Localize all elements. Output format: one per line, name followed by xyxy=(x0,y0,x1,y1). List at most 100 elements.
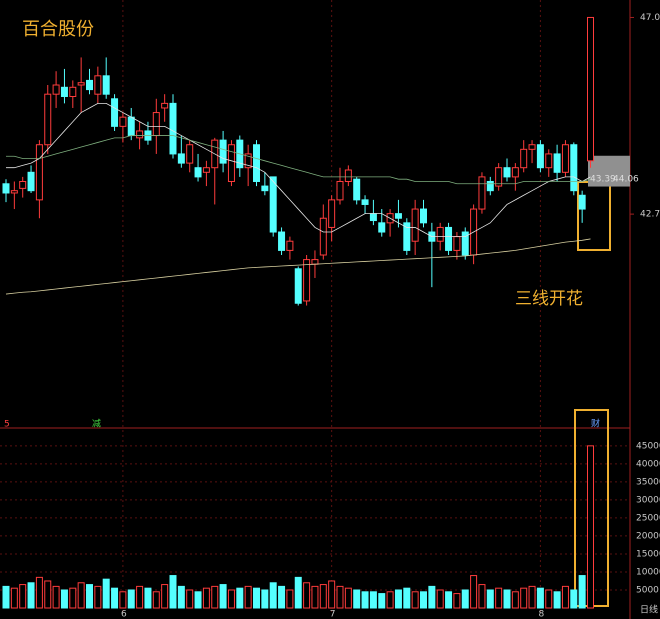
x-tick-label: 7 xyxy=(330,610,336,619)
candle-body xyxy=(394,213,402,219)
candle-body xyxy=(186,144,194,164)
candle-body xyxy=(219,139,227,164)
candle-body xyxy=(261,185,269,192)
candle-body xyxy=(94,75,102,95)
candle-body xyxy=(461,231,469,256)
projection-label: 44.06 xyxy=(613,175,639,185)
candle-body xyxy=(244,153,252,169)
volume-bar xyxy=(269,582,277,609)
candle-body xyxy=(10,190,18,194)
candle-body xyxy=(411,208,419,242)
candle-body xyxy=(278,231,286,251)
volume-bar xyxy=(319,584,327,609)
volume-bar xyxy=(19,584,27,609)
volume-bar xyxy=(119,591,127,609)
volume-bar xyxy=(177,585,185,609)
volume-bar xyxy=(553,591,561,609)
candle-body xyxy=(303,259,311,302)
candle-body xyxy=(60,86,68,97)
volume-bar xyxy=(578,575,586,609)
volume-bar xyxy=(294,576,302,609)
volume-bar xyxy=(303,582,311,609)
candle-body xyxy=(369,213,377,222)
volume-bar xyxy=(261,589,269,609)
volume-bar xyxy=(127,589,135,609)
event-marker: 减 xyxy=(92,418,101,430)
volume-bar xyxy=(211,585,219,609)
candle-body xyxy=(486,180,494,192)
annotation: 三线开花 xyxy=(515,289,583,309)
y-tick-label: 40000 xyxy=(636,459,660,469)
volume-bar xyxy=(52,585,60,609)
projection-box xyxy=(588,155,630,187)
volume-bar xyxy=(369,591,377,609)
ma-line xyxy=(6,102,591,238)
volume-bar xyxy=(152,591,160,609)
volume-bar xyxy=(587,445,594,609)
y-tick-label: 35000 xyxy=(636,477,660,487)
volume-bar xyxy=(244,585,252,609)
volume-bar xyxy=(394,589,402,609)
volume-bar xyxy=(77,582,85,609)
volume-bar xyxy=(278,585,286,609)
volume-bar xyxy=(35,576,43,609)
candle-body xyxy=(578,194,586,210)
y-tick-label: 30000 xyxy=(636,495,660,505)
volume-bar xyxy=(436,589,444,609)
candle-body xyxy=(445,226,453,251)
volume-bar xyxy=(344,587,352,609)
candle-body xyxy=(69,86,77,97)
y-tick-label: 15000 xyxy=(636,549,660,559)
candle-body xyxy=(336,180,344,201)
y-tick-label: 20000 xyxy=(636,531,660,541)
candle-body xyxy=(311,259,319,265)
volume-bar xyxy=(353,589,361,609)
volume-bar xyxy=(511,591,519,609)
volume-bar xyxy=(136,585,144,609)
candle-body xyxy=(269,176,277,233)
candle-body xyxy=(328,199,336,228)
chart-title: 百合股份 xyxy=(22,19,94,40)
candle-body xyxy=(169,102,177,155)
volume-bar xyxy=(528,585,536,609)
candle-body xyxy=(136,130,144,139)
volume-bar xyxy=(10,587,18,609)
candle-body xyxy=(35,144,43,201)
volume-bar xyxy=(461,589,469,609)
volume-bar xyxy=(503,589,511,609)
candle-body xyxy=(570,144,578,192)
candle-body xyxy=(177,153,185,164)
candle-body xyxy=(152,112,160,137)
x-tick-label: 6 xyxy=(121,610,127,619)
volume-bar xyxy=(545,589,553,609)
y-tick-label: 10000 xyxy=(636,567,660,577)
y-tick-label: 47.07 xyxy=(640,13,660,23)
candle-body xyxy=(553,153,561,173)
candle-body xyxy=(587,16,594,162)
candle-body xyxy=(227,144,235,182)
volume-bar xyxy=(111,587,119,609)
volume-bar xyxy=(236,587,244,609)
candle-body xyxy=(511,167,519,178)
candle-body xyxy=(2,183,10,194)
volume-bar xyxy=(378,593,386,609)
volume-bar xyxy=(102,578,110,609)
volume-bar xyxy=(495,587,503,609)
candle-body xyxy=(545,153,553,169)
volume-bar xyxy=(227,589,235,609)
candle-body xyxy=(378,222,386,233)
volume-bar xyxy=(478,584,486,609)
volume-bar xyxy=(253,587,260,609)
period-label: 日线 xyxy=(640,604,658,616)
candle-body xyxy=(344,169,352,182)
event-marker: 5 xyxy=(4,420,10,430)
volume-bar xyxy=(202,587,210,609)
candle-body xyxy=(119,116,127,127)
x-tick-label: 8 xyxy=(539,610,545,619)
candle-body xyxy=(77,82,85,86)
candle-body xyxy=(420,208,427,224)
candle-body xyxy=(353,178,361,201)
volume-bar xyxy=(286,589,294,609)
candle-body xyxy=(361,199,369,205)
